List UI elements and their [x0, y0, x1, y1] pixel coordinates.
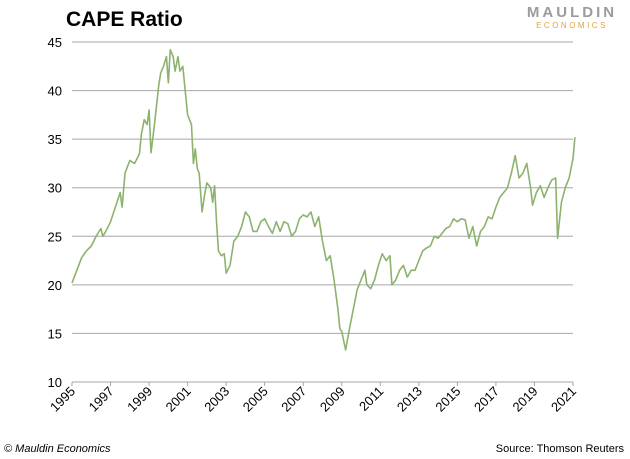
x-tick-label: 2017 [471, 384, 502, 415]
logo-sub: ECONOMICS [536, 21, 608, 30]
footer-left: © Mauldin Economics [4, 443, 111, 455]
y-tick-label: 35 [48, 132, 62, 147]
x-tick-label: 2015 [432, 384, 463, 415]
x-tick-label: 1999 [124, 384, 155, 415]
x-tick-label: 2007 [278, 384, 309, 415]
y-tick-label: 25 [48, 229, 62, 244]
chart-title: CAPE Ratio [66, 8, 183, 31]
x-tick-label: 2021 [548, 384, 579, 415]
y-tick-label: 15 [48, 326, 62, 341]
y-tick-label: 20 [48, 278, 62, 293]
y-tick-label: 10 [48, 375, 62, 390]
footer-right: Source: Thomson Reuters [496, 443, 625, 455]
x-tick-label: 2019 [510, 384, 541, 415]
x-tick-label: 2011 [356, 384, 386, 414]
series-line [71, 48, 576, 351]
y-tick-label: 45 [48, 35, 62, 50]
x-tick-label: 2013 [394, 384, 425, 415]
x-tick-label: 2005 [240, 384, 271, 415]
x-tick-label: 1997 [86, 384, 117, 415]
x-tick-label: 2009 [317, 384, 348, 415]
x-tick-label: 2003 [201, 384, 232, 415]
logo-name: MAULDIN [527, 4, 617, 21]
y-tick-label: 30 [48, 181, 62, 196]
y-tick-label: 40 [48, 84, 62, 99]
x-tick-label: 2001 [163, 384, 194, 415]
